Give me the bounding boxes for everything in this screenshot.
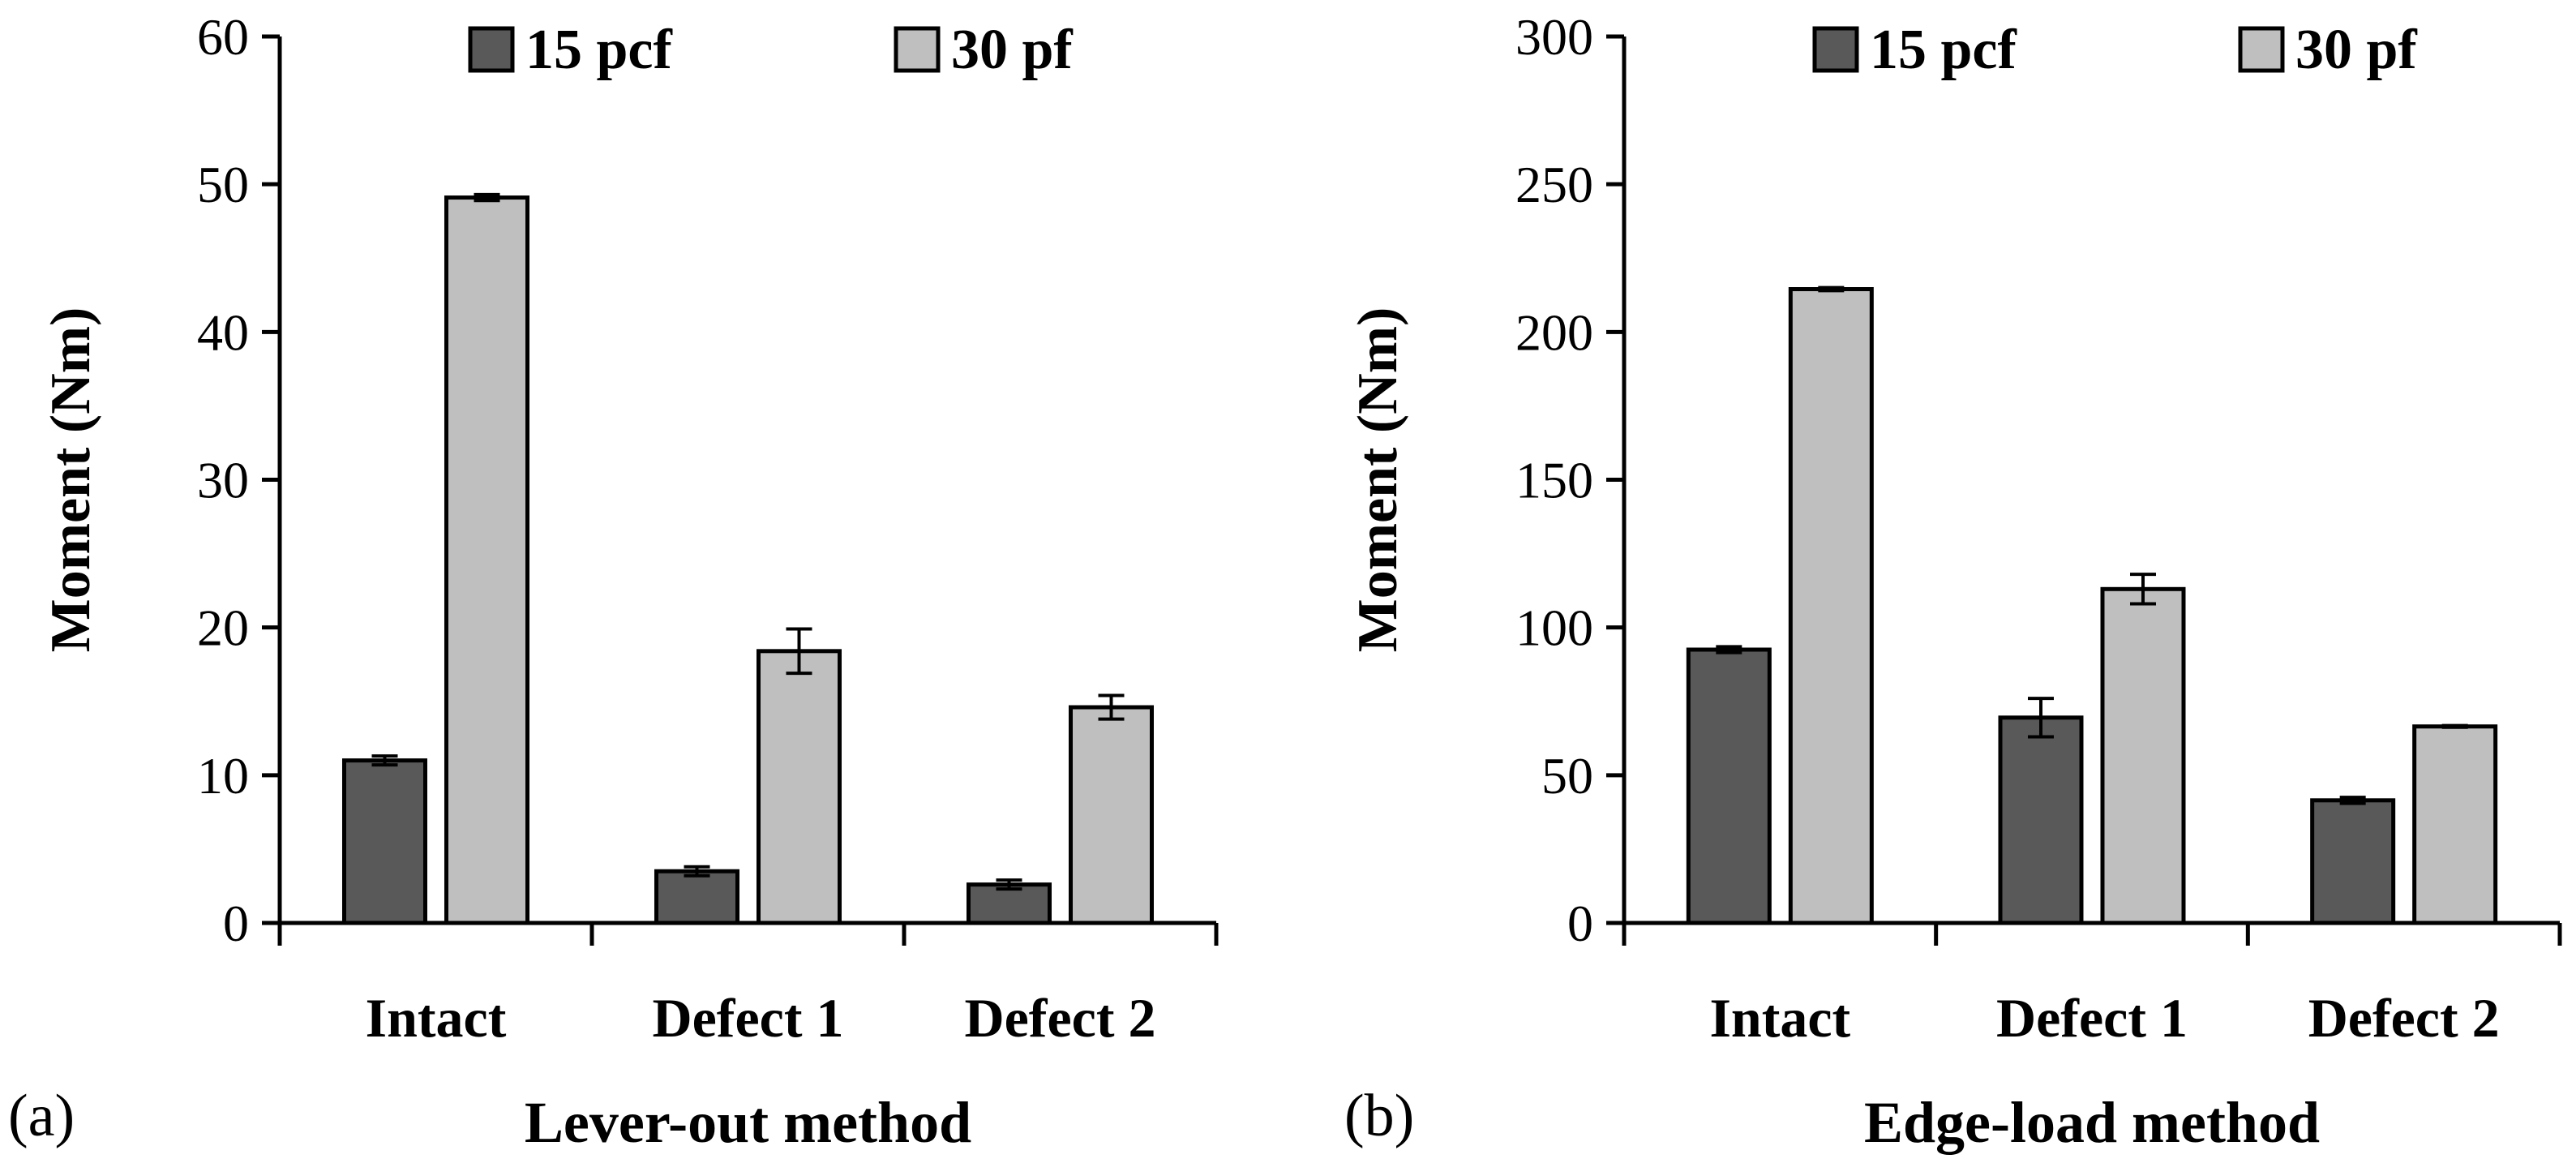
panel-label: (a): [8, 1083, 75, 1149]
x-tick-label: Defect 2: [2308, 987, 2500, 1049]
legend-swatch: [2238, 26, 2285, 73]
x-tick-label: Defect 2: [965, 987, 1156, 1049]
legend-label: 30 pf: [2295, 19, 2417, 81]
bar: [757, 649, 842, 925]
legend-label: 30 pf: [951, 19, 1073, 81]
bar: [444, 195, 529, 925]
y-tick-label: 300: [1515, 8, 1593, 66]
legend-swatch: [894, 26, 941, 73]
x-tick-label: Defect 1: [1996, 987, 2188, 1049]
bar: [1069, 705, 1154, 925]
bar: [1788, 287, 1874, 925]
chart-panel-b: 0 50 100 150 200 250 300 Intact Defect 1 Defect 2…: [1344, 8, 2562, 1155]
bar: [654, 869, 739, 925]
y-tick-label: 200: [1515, 303, 1593, 361]
y-tick-label: 40: [197, 303, 249, 361]
x-axis-title: Lever-out method: [525, 1090, 971, 1155]
y-tick-label: 20: [197, 599, 249, 657]
y-tick-label: 60: [197, 8, 249, 66]
y-axis-title: Moment (Nm): [1347, 307, 1409, 653]
bar: [2412, 724, 2498, 925]
x-axis-title: Edge-load method: [1864, 1090, 2320, 1155]
bar: [1998, 715, 2084, 925]
y-tick-label: 10: [197, 747, 249, 805]
panel-label: (b): [1344, 1083, 1414, 1149]
y-tick-label: 0: [223, 895, 249, 952]
y-tick-label: 150: [1515, 452, 1593, 509]
legend-label: 15 pcf: [1870, 19, 2017, 81]
x-tick-label: Intact: [1709, 987, 1850, 1049]
y-tick-label: 50: [1541, 747, 1593, 805]
bar: [342, 758, 427, 925]
y-tick-label: 30: [197, 452, 249, 509]
legend-swatch: [1812, 26, 1859, 73]
bar: [2310, 798, 2396, 925]
x-tick-label: Defect 1: [653, 987, 844, 1049]
y-tick-label: 100: [1515, 599, 1593, 657]
y-axis-title: Moment (Nm): [40, 307, 102, 653]
legend-label: 15 pcf: [525, 19, 673, 81]
y-tick-label: 0: [1567, 895, 1593, 952]
bar: [2100, 586, 2186, 925]
y-tick-label: 50: [197, 156, 249, 213]
legend-swatch: [468, 26, 515, 73]
bar: [1686, 647, 1772, 925]
y-tick-label: 250: [1515, 156, 1593, 213]
x-tick-label: Intact: [366, 987, 507, 1049]
chart-panel-a: 0 10 20 30 40 50 60 Intact Defect 1 Defect 2 Momen…: [8, 8, 1219, 1155]
